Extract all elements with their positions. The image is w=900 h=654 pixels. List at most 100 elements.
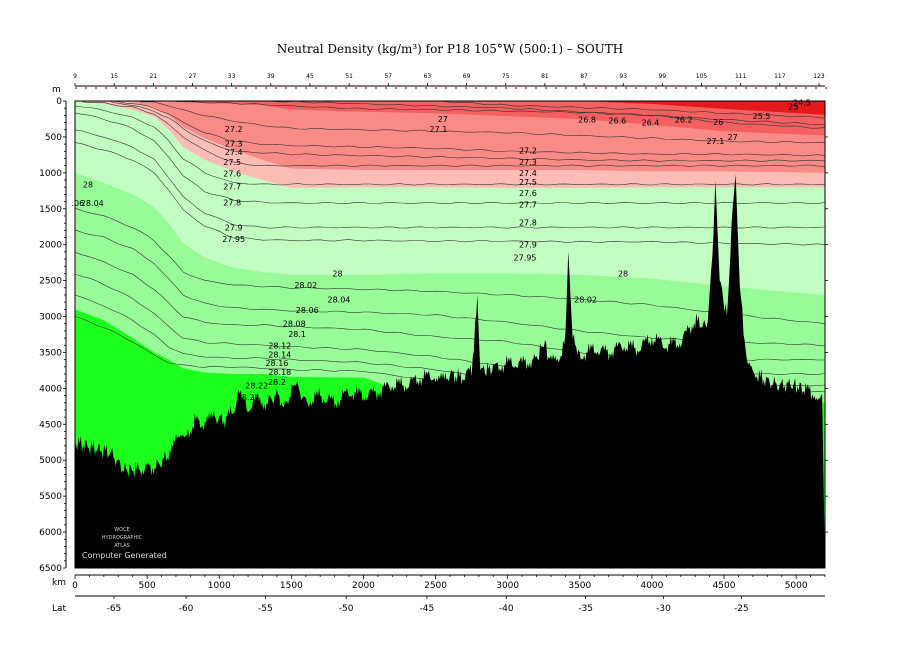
distance-tick-label: 5000	[785, 581, 808, 591]
contour-label: 27.4	[225, 148, 243, 157]
depth-tick-label: 4500	[39, 420, 62, 430]
contour-label: 26.6	[608, 116, 626, 125]
depth-tick-label: 4000	[39, 384, 62, 394]
contour-line	[176, 101, 826, 129]
contour-label: 28.2	[268, 378, 286, 387]
distance-axis-name: km	[52, 578, 66, 588]
contour-labels: 24.52525.52626.226.426.626.82727.12727.1…	[72, 98, 811, 402]
contour-label: 28.08	[283, 320, 306, 329]
distance-tick-label: 3500	[568, 581, 591, 591]
contour-label: 27.2	[519, 147, 537, 156]
contour-line	[139, 101, 826, 144]
depth-tick-label: 5500	[39, 492, 62, 502]
contour-label: 28.12	[268, 341, 291, 350]
contour-label: 27.5	[223, 158, 241, 167]
depth-tick-label: 0	[56, 97, 62, 107]
latitude-tick-label: -45	[420, 604, 435, 614]
contour-label: 27.4	[519, 169, 537, 178]
contour-label: 27.8	[223, 198, 241, 207]
latitude-tick-label: -35	[578, 604, 593, 614]
station-label: 9	[73, 73, 77, 80]
contour-label: 27	[438, 115, 448, 124]
contour-label: 28	[618, 269, 628, 278]
contour-label: 27.3	[225, 139, 243, 148]
contour-line	[74, 129, 826, 229]
depth-tick-label: 2500	[39, 277, 62, 287]
contour-label: 28.04	[81, 199, 104, 208]
station-label: 75	[502, 73, 510, 80]
latitude-tick-label: -30	[656, 604, 671, 614]
station-label: 87	[580, 73, 588, 80]
contour-label: 28.18	[268, 368, 291, 377]
distance-tick-label: 1000	[208, 581, 231, 591]
station-markers	[75, 87, 827, 89]
depth-tick-label: 2000	[39, 241, 62, 251]
depth-axis-name: m	[52, 85, 61, 95]
distance-tick-label: 500	[139, 581, 156, 591]
contour-label: 28.04	[327, 295, 350, 304]
station-label: 99	[659, 73, 667, 80]
station-label: 81	[541, 73, 549, 80]
watermark-line: WOCE	[114, 527, 130, 533]
depth-tick-label: 1000	[39, 169, 62, 179]
station-label: 27	[189, 73, 197, 80]
station-label: 57	[384, 73, 392, 80]
station-label: 33	[228, 73, 236, 80]
distance-tick-label: 0	[72, 581, 78, 591]
contour-label: 27.9	[519, 241, 537, 250]
contour-label: .06	[72, 199, 85, 208]
contour-label: 28	[332, 269, 342, 278]
contour-label: 25.5	[753, 112, 771, 121]
contour-label: 27.1	[430, 125, 448, 134]
axes: 0 500 1000 1500 2000 2500 3000 3500 4000 4500 5000…	[39, 73, 828, 614]
contour-label: 28.06	[296, 306, 319, 315]
contour-label: 28.22	[245, 382, 268, 391]
distance-tick-label: 1500	[280, 581, 303, 591]
depth-tick-label: 1500	[39, 205, 62, 215]
station-label: 15	[110, 73, 118, 80]
distance-tick-label: 4500	[713, 581, 736, 591]
station-label: 111	[735, 73, 747, 80]
station-label: 93	[619, 73, 627, 80]
contour-label: 27.2	[225, 125, 243, 134]
contour-label: 27.9	[225, 223, 243, 232]
chart-title: Neutral Density (kg/m³) for P18 105°W (5…	[277, 42, 624, 56]
depth-tick-label: 6000	[39, 528, 62, 538]
contour-line	[111, 101, 826, 162]
station-label: 51	[345, 73, 353, 80]
distance-tick-label: 2000	[352, 581, 375, 591]
contour-line	[74, 105, 826, 186]
contour-label: 26.8	[578, 116, 596, 125]
contour-line	[74, 207, 826, 325]
contour-label: 27.3	[519, 158, 537, 167]
latitude-tick-label: -25	[734, 604, 749, 614]
latitude-tick-label: -60	[179, 604, 194, 614]
contour-label: 26	[713, 118, 723, 127]
depth-tick-label: 6500	[39, 564, 62, 574]
distance-tick-label: 2500	[424, 581, 447, 591]
watermark-credit: Computer Generated	[82, 551, 167, 560]
bottom-topography	[75, 174, 825, 569]
contour-label: 28.14	[268, 351, 291, 360]
station-label: 117	[774, 73, 786, 80]
contour-label: 28.02	[574, 295, 597, 304]
depth-tick-label: 3500	[39, 348, 62, 358]
contour-label: 28.16	[265, 359, 288, 368]
station-label: 39	[267, 73, 275, 80]
depth-tick-label: 3000	[39, 313, 62, 323]
station-label: 123	[813, 73, 825, 80]
contour-label: 27.95	[514, 254, 537, 263]
contour-label: 27.5	[519, 178, 537, 187]
contour-line	[111, 100, 826, 157]
watermark-line: ATLAS	[114, 543, 130, 549]
contour-label: 26.2	[675, 116, 693, 125]
plot-frame	[74, 100, 826, 569]
contour-label: 24.5	[793, 98, 811, 107]
station-label: 21	[149, 73, 157, 80]
watermark: WOCE HYDROGRAPHIC ATLAS Computer Generated	[82, 527, 167, 560]
contour-label: 28	[83, 180, 93, 189]
distance-tick-label: 3000	[496, 581, 519, 591]
contour-label: 27.8	[519, 218, 537, 227]
